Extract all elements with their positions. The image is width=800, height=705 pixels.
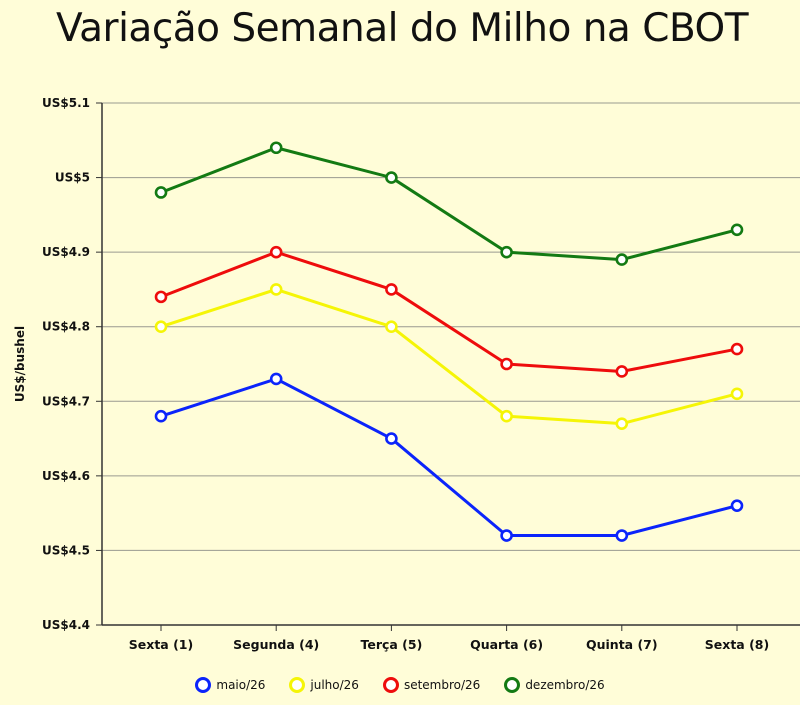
legend-label: maio/26 bbox=[216, 678, 266, 692]
y-tick-labels: US$4.4 US$4.5 US$4.6 US$4.7 US$4.8 US$4.9 US$5… bbox=[42, 96, 90, 632]
data-point[interactable] bbox=[385, 283, 398, 296]
data-point[interactable] bbox=[615, 529, 629, 542]
data-point[interactable] bbox=[615, 253, 629, 266]
series-julho-26 bbox=[154, 283, 744, 430]
legend-swatch-icon bbox=[289, 677, 306, 693]
data-point[interactable] bbox=[269, 141, 283, 155]
y-tick-label: US$5 bbox=[55, 171, 90, 185]
series-dezembro-26 bbox=[154, 141, 744, 266]
y-tick-label: US$4.5 bbox=[42, 543, 90, 557]
data-point[interactable] bbox=[269, 245, 283, 259]
data-point[interactable] bbox=[500, 529, 513, 542]
data-point[interactable] bbox=[154, 186, 168, 199]
data-point[interactable] bbox=[615, 365, 629, 378]
y-tick-label: US$4.9 bbox=[42, 245, 90, 259]
data-point[interactable] bbox=[269, 283, 283, 296]
x-tick-label: Segunda (4) bbox=[233, 637, 319, 652]
line-chart: US$4.4 US$4.5 US$4.6 US$4.7 US$4.8 US$4.9 US$5… bbox=[13, 96, 800, 652]
y-tick-label: US$4.4 bbox=[42, 618, 90, 632]
y-tick-label: US$4.8 bbox=[42, 320, 90, 334]
x-tick-labels: Sexta (1) Segunda (4) Terça (5) Quarta (6) Q… bbox=[129, 637, 769, 652]
series bbox=[154, 141, 744, 542]
y-tick-label: US$4.7 bbox=[42, 394, 90, 408]
data-point[interactable] bbox=[730, 387, 744, 401]
data-point[interactable] bbox=[500, 409, 513, 423]
gridlines bbox=[102, 102, 800, 626]
data-point[interactable] bbox=[730, 342, 744, 356]
legend-label: setembro/26 bbox=[403, 678, 481, 692]
legend-label: julho/26 bbox=[310, 678, 359, 692]
data-point[interactable] bbox=[500, 245, 513, 259]
legend-label: dezembro/26 bbox=[525, 678, 605, 692]
legend-swatch-icon bbox=[195, 677, 212, 693]
series-maio-26 bbox=[154, 372, 744, 542]
data-point[interactable] bbox=[154, 409, 168, 423]
data-point[interactable] bbox=[154, 320, 168, 334]
data-point[interactable] bbox=[385, 432, 398, 445]
legend-item[interactable]: dezembro/26 bbox=[504, 677, 605, 693]
y-tick-label: US$5.1 bbox=[42, 96, 90, 110]
legend-swatch-icon bbox=[504, 677, 521, 693]
x-tick-label: Sexta (1) bbox=[129, 637, 193, 652]
legend-item[interactable]: maio/26 bbox=[195, 677, 265, 693]
data-point[interactable] bbox=[615, 417, 629, 430]
x-tick-label: Sexta (8) bbox=[705, 637, 769, 652]
data-point[interactable] bbox=[730, 223, 744, 237]
series-line bbox=[160, 250, 738, 373]
data-point[interactable] bbox=[154, 290, 168, 304]
axes bbox=[96, 102, 800, 631]
chart-title: Variação Semanal do Milho na CBOT bbox=[56, 6, 749, 51]
data-point[interactable] bbox=[269, 372, 283, 386]
x-tick-label: Quarta (6) bbox=[470, 637, 543, 652]
data-point[interactable] bbox=[730, 499, 744, 512]
legend-item[interactable]: julho/26 bbox=[289, 677, 359, 693]
legend: maio/26 julho/26 setembro/26 dezembro/26 bbox=[0, 677, 800, 693]
series-line bbox=[160, 146, 738, 262]
legend-swatch-icon bbox=[382, 677, 399, 693]
data-point[interactable] bbox=[500, 357, 513, 371]
data-point[interactable] bbox=[385, 171, 398, 184]
x-tick-label: Quinta (7) bbox=[586, 637, 658, 652]
x-tick-label: Terça (5) bbox=[360, 637, 422, 652]
data-point[interactable] bbox=[385, 320, 398, 334]
y-axis-label: US$/bushel bbox=[13, 326, 27, 402]
y-tick-label: US$4.6 bbox=[42, 469, 90, 483]
legend-item[interactable]: setembro/26 bbox=[382, 677, 481, 693]
series-setembro-26 bbox=[154, 245, 744, 378]
series-line bbox=[160, 287, 738, 426]
series-line bbox=[160, 377, 738, 538]
